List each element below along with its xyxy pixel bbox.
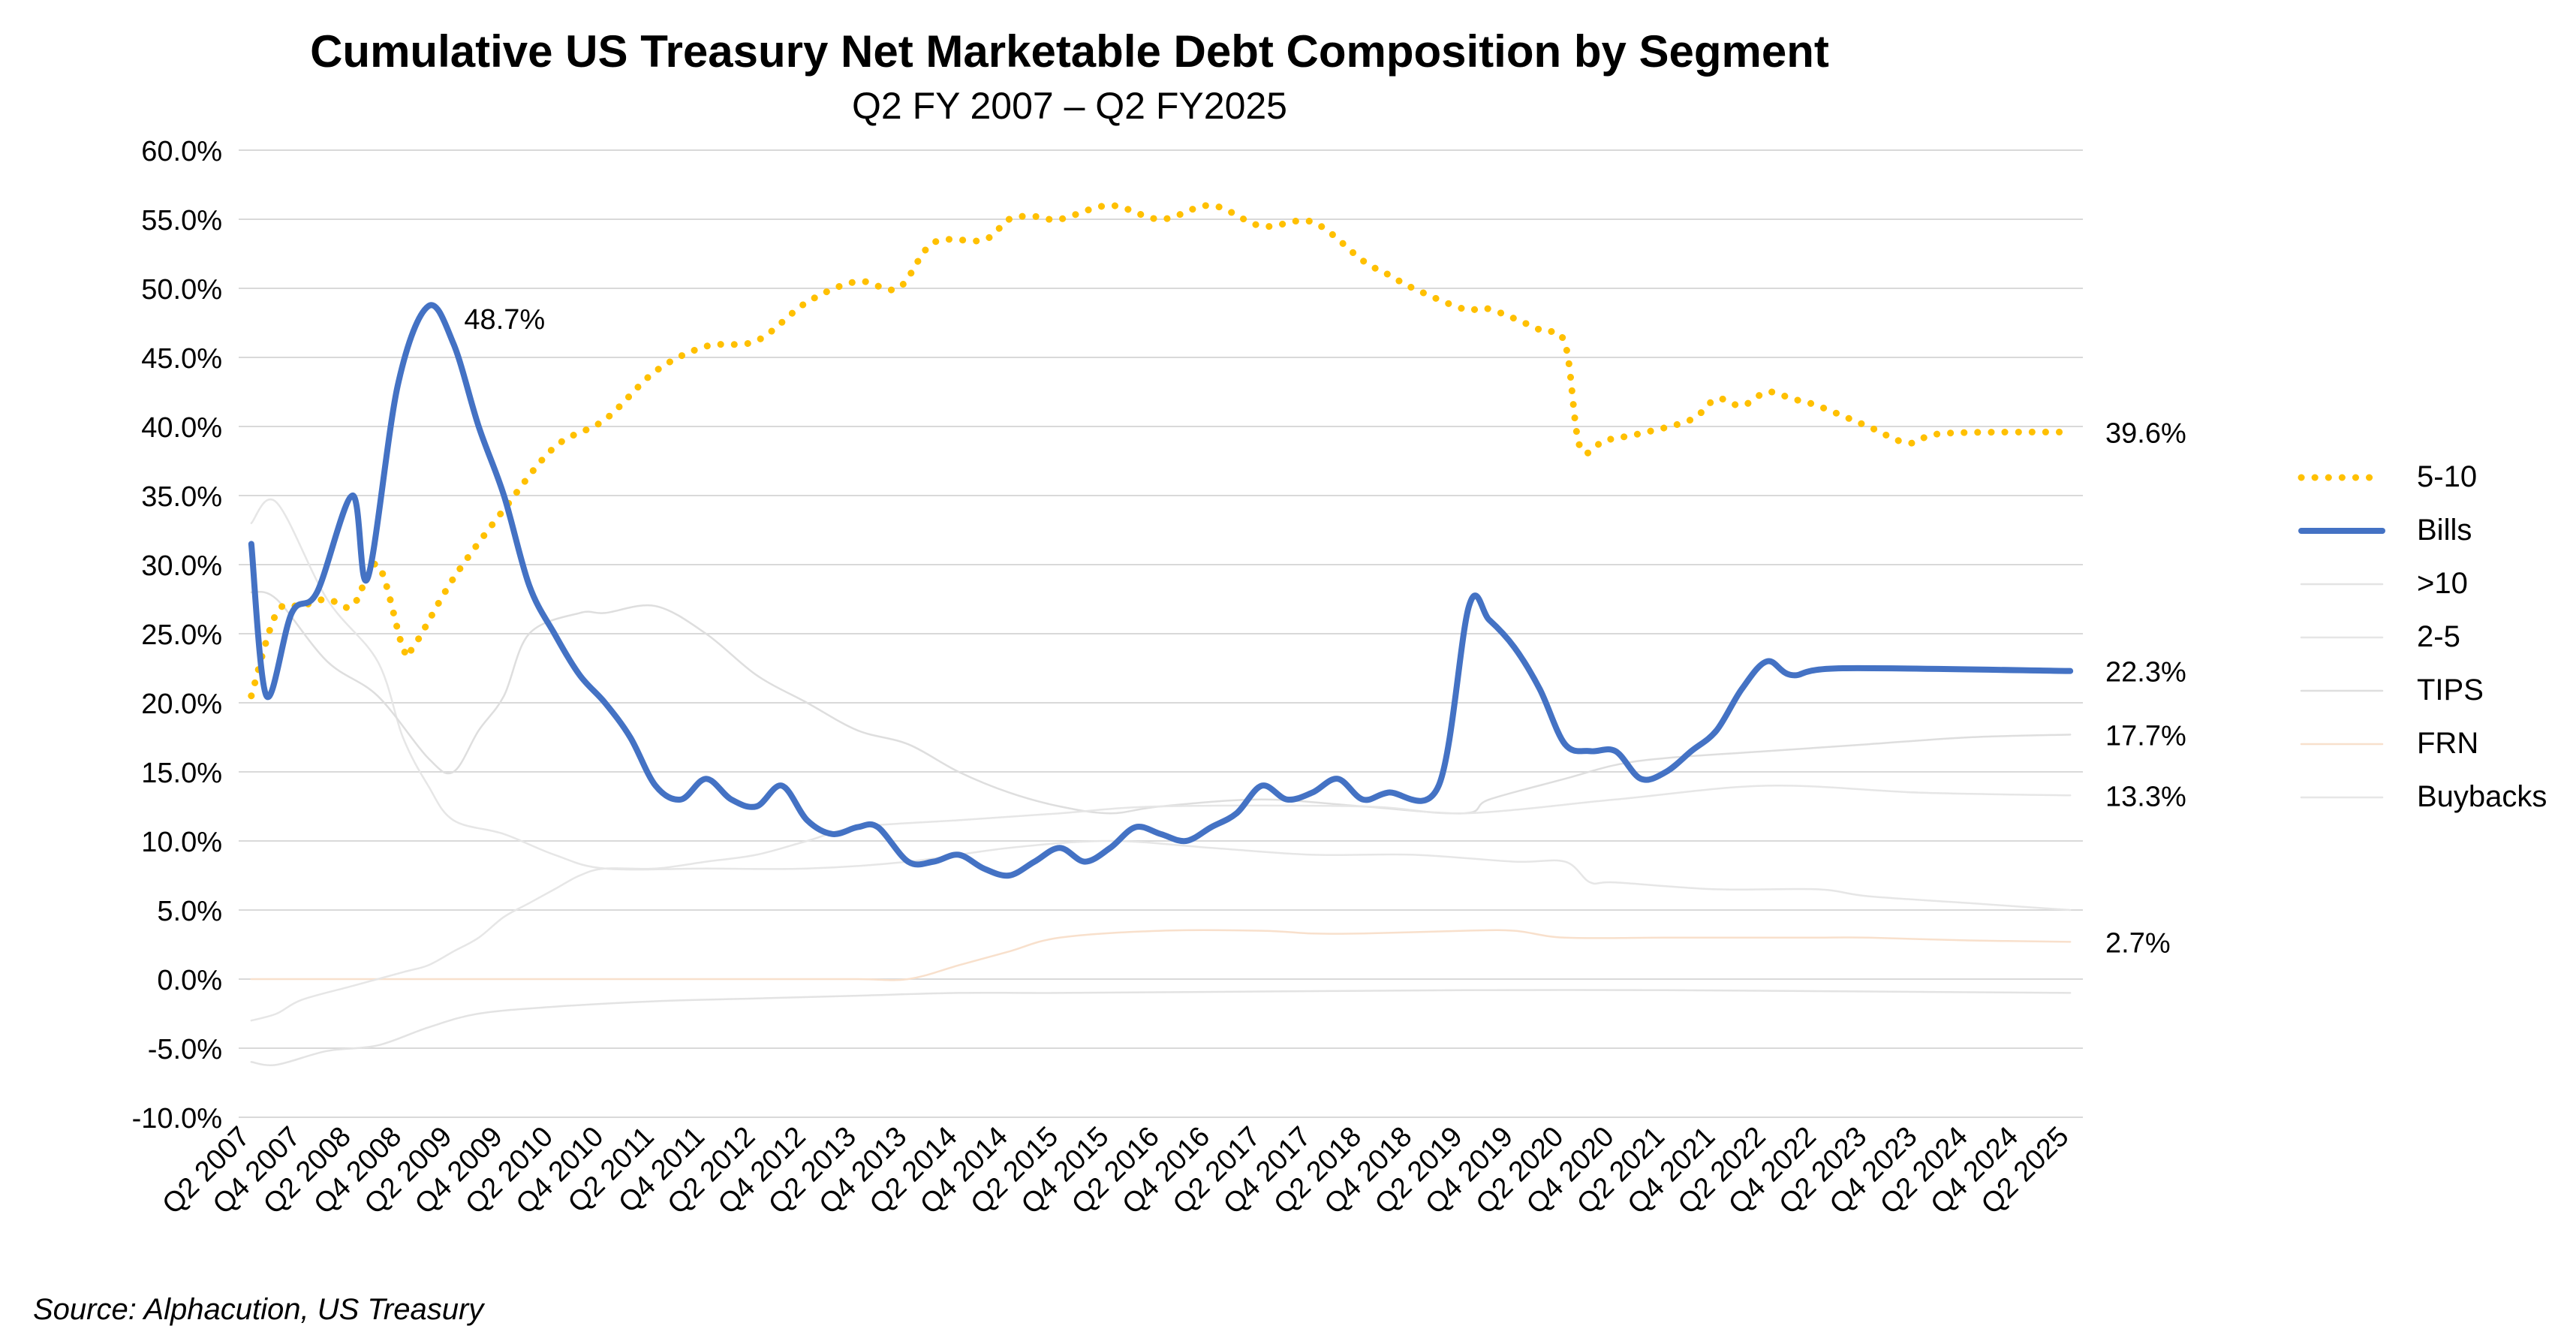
series-line-25 (250, 499, 2072, 912)
series-line-tips (250, 590, 2072, 815)
legend-swatch (2300, 583, 2384, 585)
y-tick-label: 50.0% (141, 274, 222, 306)
y-tick-label: -5.0% (148, 1034, 222, 1065)
legend-item: Bills (2297, 504, 2547, 557)
legend-swatch (2300, 743, 2384, 745)
y-tick-label: 20.0% (141, 689, 222, 720)
legend-label: FRN (2417, 727, 2479, 760)
y-tick-label: 15.0% (141, 758, 222, 789)
series-line-10 (250, 989, 2072, 1066)
end-label: 22.3% (2105, 657, 2186, 689)
y-axis-tick-labels: -10.0% -5.0% 0.0% 5.0% 10.0% 15.0% 20.0% 25.0% 3… (132, 136, 222, 1135)
source-note: Source: Alphacution, US Treasury (33, 1293, 484, 1326)
y-tick-label: 5.0% (157, 896, 222, 927)
legend-item: FRN (2297, 717, 2547, 770)
legend-item: Buybacks (2297, 770, 2547, 824)
y-tick-label: 55.0% (141, 205, 222, 237)
legend-item: >10 (2297, 557, 2547, 610)
end-label: 17.7% (2105, 720, 2186, 752)
legend-label: Buybacks (2417, 780, 2547, 813)
y-tick-label: 10.0% (141, 827, 222, 858)
legend-label: TIPS (2417, 674, 2484, 707)
series-line-buybacks (250, 784, 2072, 1022)
chart-title: Cumulative US Treasury Net Marketable De… (310, 26, 1829, 77)
end-label: 13.3% (2105, 781, 2186, 812)
data-labels: 39.6% 22.3% 48.7% 17.7% 2.7% 13.3% (464, 304, 2186, 959)
legend-swatch (2300, 636, 2384, 638)
legend: 5-10 Bills >10 2-5 TIPS FRN Buybacks (2297, 451, 2547, 824)
legend-label: >10 (2417, 567, 2468, 600)
end-label: 39.6% (2105, 417, 2186, 449)
legend-swatch (2298, 527, 2385, 534)
y-tick-label: 30.0% (141, 550, 222, 582)
legend-label: Bills (2417, 514, 2472, 547)
y-tick-label: 45.0% (141, 343, 222, 375)
legend-swatch (2300, 796, 2384, 798)
y-tick-label: 0.0% (157, 965, 222, 996)
peak-label: 48.7% (464, 304, 545, 336)
end-label: 2.7% (2105, 927, 2171, 959)
series-line-frn (250, 929, 2072, 981)
legend-label: 5-10 (2417, 460, 2478, 493)
y-tick-label: 40.0% (141, 412, 222, 444)
series-line-510 (248, 202, 2074, 700)
series-lines (248, 202, 2074, 1066)
y-tick-label: 60.0% (141, 136, 222, 167)
legend-item: 2-5 (2297, 610, 2547, 664)
legend-swatch (2298, 474, 2386, 481)
y-tick-label: 25.0% (141, 619, 222, 651)
gridlines (239, 149, 2083, 1118)
series-line-bills (248, 302, 2074, 879)
legend-swatch (2300, 689, 2384, 692)
legend-label: 2-5 (2417, 620, 2460, 653)
y-tick-label: 35.0% (141, 481, 222, 513)
y-tick-label: -10.0% (132, 1103, 222, 1135)
legend-item: TIPS (2297, 664, 2547, 717)
chart-subtitle: Q2 FY 2007 – Q2 FY2025 (851, 85, 1287, 127)
legend-item: 5-10 (2297, 451, 2547, 504)
